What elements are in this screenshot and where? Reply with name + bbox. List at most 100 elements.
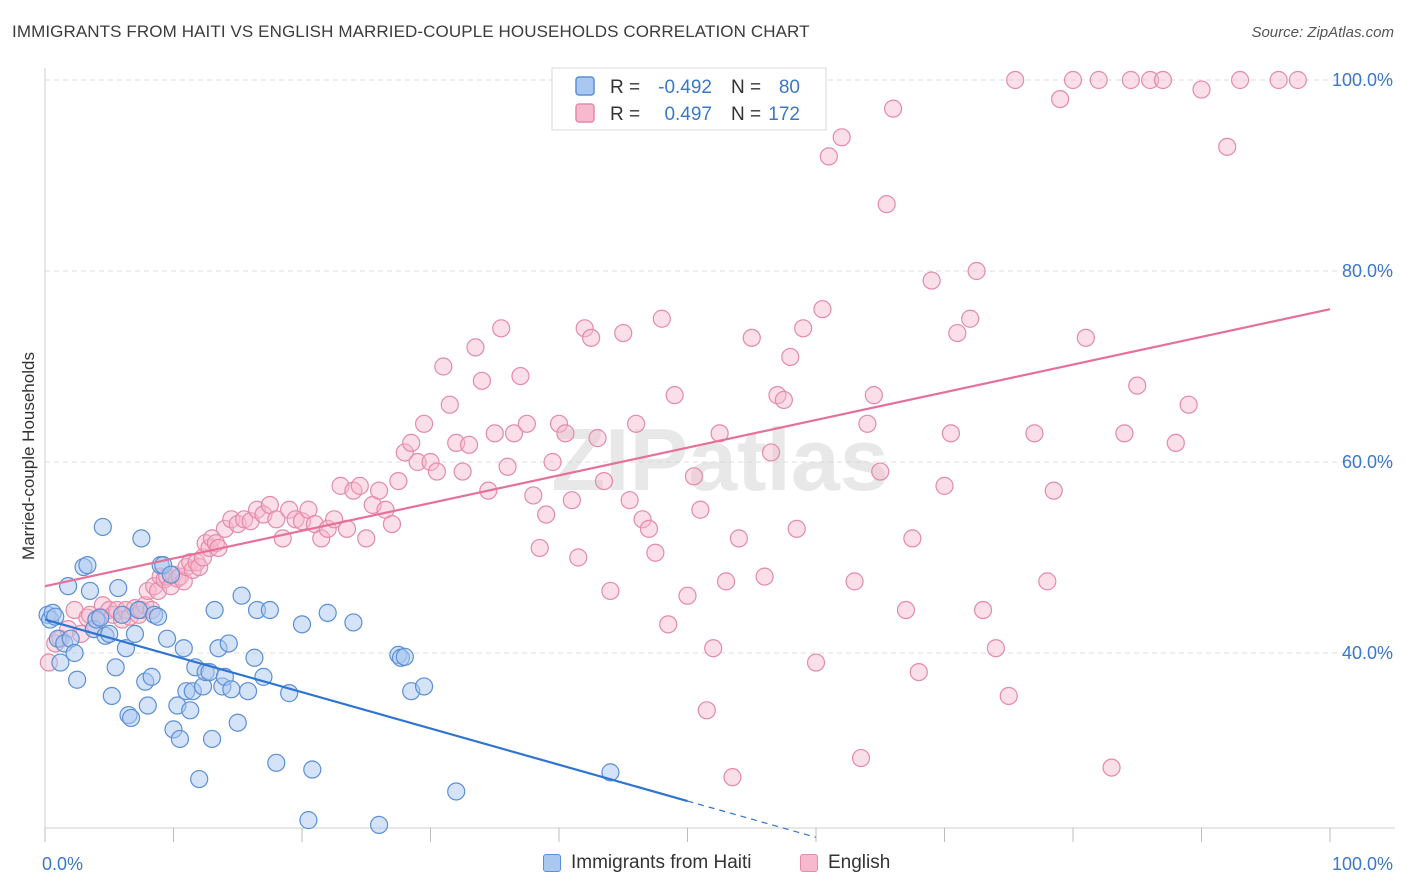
english-point — [498, 457, 517, 476]
english-point — [896, 600, 916, 620]
english-point — [511, 366, 530, 386]
english-point — [1121, 70, 1140, 90]
english-point — [620, 491, 639, 510]
haiti-point — [299, 811, 318, 830]
tick-labels: 40.0% 60.0% 80.0% 100.0% 0.0% 100.0% — [42, 70, 1393, 874]
english-point — [286, 510, 305, 529]
haiti-point — [148, 607, 168, 626]
english-point — [1063, 70, 1083, 90]
legend-n-value: 80 — [779, 77, 800, 98]
english-point — [871, 462, 890, 481]
english-point — [626, 414, 646, 433]
haiti-point — [102, 686, 121, 706]
haiti-point — [238, 682, 258, 701]
haiti-point — [219, 634, 238, 653]
english-point — [530, 538, 549, 558]
haiti-point — [447, 782, 466, 801]
english-points — [39, 70, 1307, 787]
haiti-swatch — [543, 854, 561, 872]
english-point — [948, 323, 967, 343]
english-point — [280, 500, 299, 519]
english-point — [1166, 433, 1185, 452]
english-point — [903, 529, 922, 548]
english-point — [402, 433, 421, 452]
english-point — [845, 572, 864, 591]
english-trend-line — [44, 308, 1331, 588]
english-point — [492, 319, 511, 338]
haiti-point — [181, 701, 200, 720]
haiti-trend-extension — [687, 800, 817, 838]
english-point — [781, 347, 800, 367]
legend-r-label: R = — [610, 104, 640, 125]
english-point — [742, 328, 761, 347]
english-point — [973, 600, 993, 620]
bottom-legend: Immigrants from Haiti English — [0, 852, 1406, 880]
x-tick-label: 100.0% — [1332, 854, 1393, 874]
english-point — [639, 519, 659, 538]
english-point — [813, 300, 832, 319]
axes — [44, 68, 1395, 842]
haiti-point — [65, 643, 84, 663]
haiti-point — [91, 608, 110, 627]
english-point — [549, 414, 569, 433]
legend-item-english: English — [800, 852, 890, 874]
english-point — [883, 99, 903, 118]
english-point — [408, 452, 427, 472]
haiti-point — [174, 639, 193, 658]
y-tick-label: 100.0% — [1332, 70, 1393, 90]
english-point — [235, 510, 254, 529]
english-point — [459, 435, 479, 454]
y-axis-label: Married-couple Households — [19, 352, 38, 560]
haiti-point — [129, 600, 148, 620]
english-point — [504, 424, 524, 443]
english-point — [1218, 137, 1237, 156]
english-point — [414, 414, 434, 433]
english-point — [472, 371, 491, 390]
english-point — [273, 529, 292, 548]
haiti-point — [318, 603, 337, 622]
english-point — [864, 386, 883, 405]
english-point — [935, 476, 954, 495]
english-point — [832, 128, 851, 147]
english-point — [395, 443, 414, 462]
english-point — [1269, 70, 1288, 90]
english-point — [575, 319, 594, 338]
english-point — [1089, 70, 1108, 90]
watermark: ZIPatlas — [551, 410, 888, 509]
english-point — [646, 543, 665, 562]
english-point — [434, 357, 453, 376]
english-point — [794, 319, 813, 338]
english-point — [999, 686, 1018, 706]
english-point — [909, 662, 928, 682]
english-point — [1288, 70, 1307, 90]
y-tick-label: 80.0% — [1342, 261, 1393, 281]
haiti-point — [106, 658, 125, 677]
haiti-point — [68, 670, 87, 689]
english-point — [806, 653, 826, 672]
english-point — [633, 510, 652, 529]
english-point — [729, 529, 749, 548]
english-point — [1025, 424, 1044, 443]
english-point — [1076, 328, 1095, 347]
haiti-point — [601, 763, 620, 782]
english-point — [601, 581, 620, 601]
english-point — [858, 414, 877, 433]
haiti-point — [132, 529, 151, 548]
haiti-point — [78, 556, 97, 575]
legend-n-label: N = — [731, 104, 761, 125]
legend-swatch-haiti — [575, 76, 595, 96]
english-point — [1140, 70, 1160, 90]
source-credit: Source: ZipAtlas.com — [1251, 24, 1394, 41]
haiti-point — [80, 581, 100, 601]
haiti-point — [414, 677, 434, 696]
haiti-point — [142, 667, 161, 686]
english-point — [582, 328, 601, 347]
haiti-point — [51, 653, 70, 672]
legend-r-value: -0.492 — [658, 77, 712, 98]
english-point — [704, 639, 723, 658]
english-point — [427, 462, 447, 481]
english-point — [588, 429, 607, 448]
haiti-point — [138, 696, 157, 715]
legend-swatch-english — [575, 103, 595, 123]
